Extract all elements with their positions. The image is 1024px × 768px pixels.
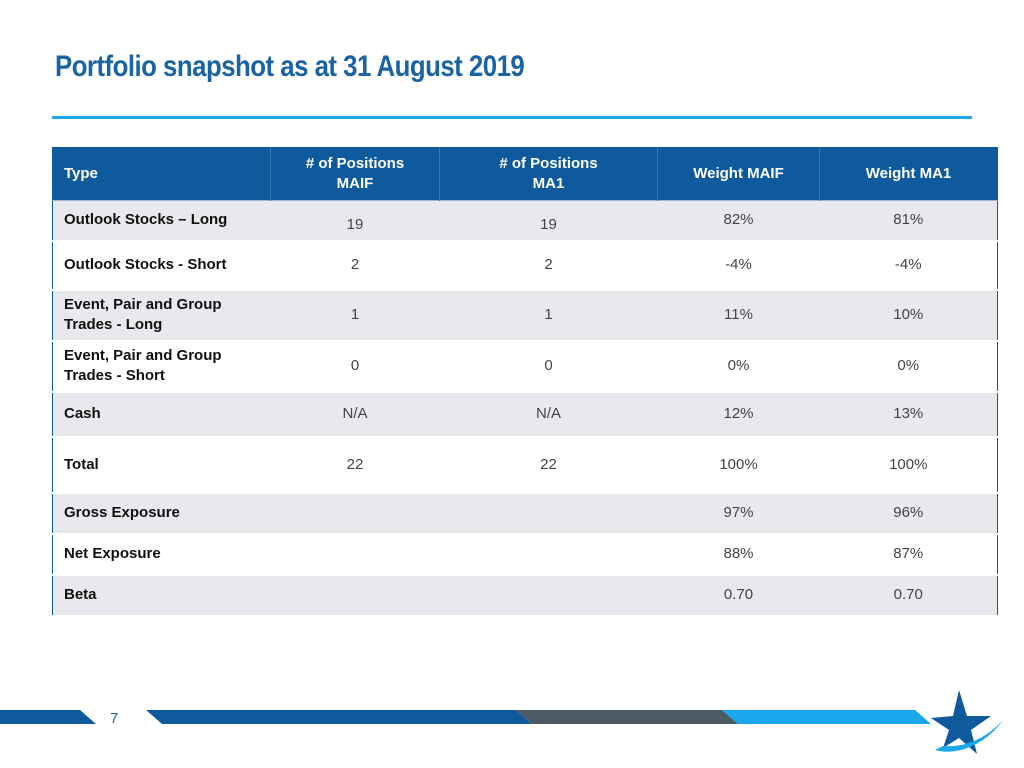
table-row: Event, Pair and Group Trades - Short 0 0… — [52, 340, 998, 393]
cell-weight-ma1: 10% — [819, 289, 998, 342]
header-type: Type — [52, 147, 271, 201]
cell-positions-maif: 2 — [270, 240, 440, 291]
row-label: Net Exposure — [52, 533, 271, 576]
slide-title: Portfolio snapshot as at 31 August 2019 — [55, 50, 525, 83]
cell-weight-maif: -4% — [657, 240, 820, 291]
cell-weight-maif: 0.70 — [657, 574, 820, 617]
cell-positions-ma1: 19 — [439, 200, 658, 242]
row-label: Total — [52, 436, 271, 494]
row-label: Cash — [52, 391, 271, 438]
cell-weight-ma1: 81% — [819, 200, 998, 242]
cell-positions-ma1 — [439, 492, 658, 535]
header-positions-maif: # of Positions MAIF — [270, 147, 440, 201]
cell-positions-maif: N/A — [270, 391, 440, 438]
cell-positions-maif: 1 — [270, 289, 440, 342]
cell-positions-maif — [270, 492, 440, 535]
title-divider — [52, 116, 972, 119]
cell-positions-ma1: 1 — [439, 289, 658, 342]
row-label: Event, Pair and Group Trades - Short — [52, 340, 271, 393]
footer-band-segment-dark-left — [0, 710, 96, 724]
row-label: Gross Exposure — [52, 492, 271, 535]
footer-band-segment-dark-main — [146, 710, 532, 724]
table-row: Event, Pair and Group Trades - Long 1 1 … — [52, 289, 998, 342]
row-label: Outlook Stocks – Long — [52, 200, 271, 242]
cell-positions-ma1: N/A — [439, 391, 658, 438]
cell-positions-maif — [270, 533, 440, 576]
cell-weight-maif: 82% — [657, 200, 820, 242]
cell-weight-maif: 12% — [657, 391, 820, 438]
page-number: 7 — [110, 710, 119, 727]
cell-weight-maif: 88% — [657, 533, 820, 576]
cell-weight-maif: 11% — [657, 289, 820, 342]
cell-positions-ma1: 0 — [439, 340, 658, 393]
table-header-row: Type # of Positions MAIF # of Positions … — [52, 147, 998, 201]
cell-weight-ma1: 100% — [819, 436, 998, 494]
cell-weight-maif: 97% — [657, 492, 820, 535]
cell-positions-ma1: 2 — [439, 240, 658, 291]
cell-positions-maif: 19 — [270, 200, 440, 242]
row-label: Outlook Stocks - Short — [52, 240, 271, 291]
cell-weight-ma1: 0% — [819, 340, 998, 393]
cell-positions-maif — [270, 574, 440, 617]
table-row: Beta 0.70 0.70 — [52, 574, 998, 617]
footer-band-segment-grey — [516, 710, 738, 724]
portfolio-table: Type # of Positions MAIF # of Positions … — [52, 147, 998, 617]
cell-weight-ma1: 87% — [819, 533, 998, 576]
table-row: Cash N/A N/A 12% 13% — [52, 391, 998, 438]
table-row: Outlook Stocks – Long 19 19 82% 81% — [52, 200, 998, 242]
table-row: Total 22 22 100% 100% — [52, 436, 998, 494]
table-row: Net Exposure 88% 87% — [52, 533, 998, 576]
cell-positions-ma1: 22 — [439, 436, 658, 494]
header-positions-ma1: # of Positions MA1 — [439, 147, 658, 201]
cell-positions-maif: 0 — [270, 340, 440, 393]
cell-weight-maif: 100% — [657, 436, 820, 494]
cell-weight-ma1: 96% — [819, 492, 998, 535]
header-weight-maif: Weight MAIF — [657, 147, 820, 201]
header-weight-ma1: Weight MA1 — [819, 147, 998, 201]
cell-weight-ma1: 13% — [819, 391, 998, 438]
footer-band-segment-light — [722, 710, 931, 724]
table-row: Outlook Stocks - Short 2 2 -4% -4% — [52, 240, 998, 291]
table-row: Gross Exposure 97% 96% — [52, 492, 998, 535]
cell-positions-ma1 — [439, 574, 658, 617]
cell-positions-ma1 — [439, 533, 658, 576]
footer-band — [0, 710, 931, 724]
star-swoosh-logo-icon — [931, 690, 1003, 754]
row-label: Event, Pair and Group Trades - Long — [52, 289, 271, 342]
cell-weight-ma1: -4% — [819, 240, 998, 291]
cell-weight-ma1: 0.70 — [819, 574, 998, 617]
row-label: Beta — [52, 574, 271, 617]
cell-positions-maif: 22 — [270, 436, 440, 494]
cell-weight-maif: 0% — [657, 340, 820, 393]
